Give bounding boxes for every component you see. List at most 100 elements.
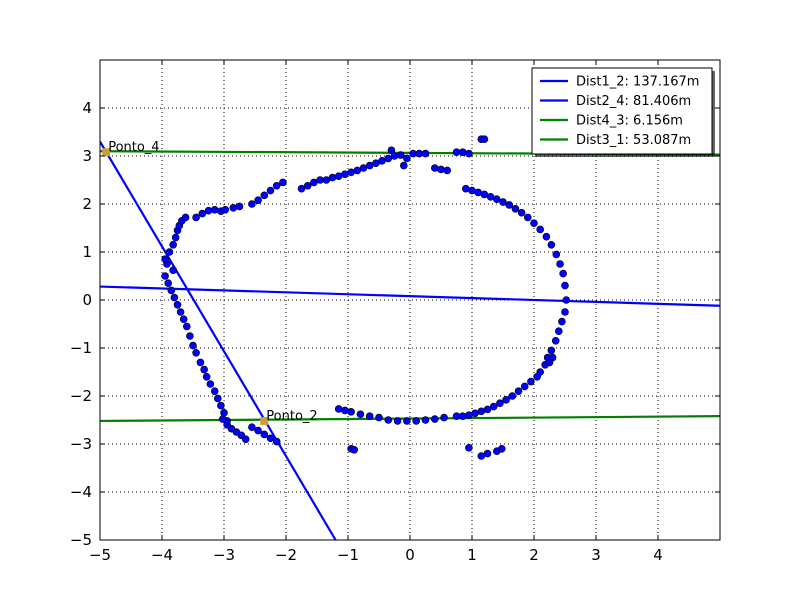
data-point xyxy=(303,181,312,190)
y-tick-label: −3 xyxy=(70,435,92,453)
data-point xyxy=(202,372,211,381)
x-tick-label: 0 xyxy=(405,546,415,564)
data-point xyxy=(260,430,269,439)
data-point xyxy=(561,308,569,316)
data-point xyxy=(483,449,492,458)
data-point xyxy=(198,209,207,218)
data-point xyxy=(562,296,571,304)
y-tick-label: −4 xyxy=(70,483,92,501)
data-point xyxy=(218,415,227,423)
data-point xyxy=(465,411,473,420)
data-point xyxy=(499,198,507,206)
point-marker xyxy=(102,148,111,157)
data-point xyxy=(387,146,396,155)
data-point xyxy=(505,201,514,209)
data-point xyxy=(272,437,281,446)
data-point xyxy=(403,417,411,425)
data-point xyxy=(204,206,213,215)
legend-label: Dist2_4: 81.406m xyxy=(576,94,691,109)
data-point xyxy=(210,205,219,214)
data-point xyxy=(235,202,244,211)
data-point xyxy=(547,241,556,249)
legend-label: Dist4_3: 6.156m xyxy=(576,114,683,129)
data-point xyxy=(192,213,200,222)
data-point xyxy=(514,387,523,396)
data-point xyxy=(196,358,205,367)
data-point xyxy=(192,348,200,357)
x-tick-label: −2 xyxy=(275,546,297,564)
data-point xyxy=(556,260,564,268)
data-point xyxy=(347,408,355,416)
data-point xyxy=(169,266,177,275)
y-tick-label: 4 xyxy=(82,99,92,117)
data-point xyxy=(517,208,526,217)
data-point xyxy=(229,204,238,212)
data-point xyxy=(200,365,208,374)
data-point xyxy=(217,401,225,410)
data-point xyxy=(551,336,560,345)
data-point xyxy=(220,408,228,417)
data-point xyxy=(561,281,569,290)
data-point xyxy=(547,346,556,355)
data-point xyxy=(443,166,452,175)
data-point xyxy=(189,341,197,350)
x-tick-label: −3 xyxy=(213,546,235,564)
data-point xyxy=(496,399,504,408)
data-point xyxy=(403,154,411,163)
data-point xyxy=(452,412,461,420)
data-point xyxy=(520,382,529,391)
x-tick-label: 2 xyxy=(529,546,539,564)
data-point xyxy=(179,315,188,324)
data-point xyxy=(465,149,473,158)
data-point xyxy=(356,410,365,419)
data-point xyxy=(328,173,337,182)
data-point xyxy=(350,445,359,454)
data-point xyxy=(165,248,174,256)
data-point xyxy=(214,394,222,403)
data-point xyxy=(169,241,177,249)
legend-box xyxy=(531,67,713,155)
data-point xyxy=(480,135,489,143)
data-point xyxy=(171,233,180,242)
series-line xyxy=(100,141,337,540)
data-point xyxy=(210,387,219,396)
x-tick-label: 4 xyxy=(653,546,663,564)
y-tick-label: 2 xyxy=(82,195,92,213)
y-tick-label: −1 xyxy=(70,339,92,357)
annotation-label: Ponto_4 xyxy=(108,140,159,155)
annotation-label: Ponto_2 xyxy=(266,409,317,424)
data-point xyxy=(558,317,566,326)
data-point xyxy=(279,178,287,187)
data-point xyxy=(554,327,563,336)
legend-label: Dist3_1: 53.087m xyxy=(576,133,691,148)
data-point xyxy=(552,250,561,259)
data-point xyxy=(440,413,448,422)
data-point xyxy=(254,196,262,204)
series-line xyxy=(100,285,720,307)
data-point xyxy=(545,358,554,367)
data-point xyxy=(248,423,256,432)
data-point xyxy=(421,149,430,158)
data-point xyxy=(334,405,343,413)
axis-ticks: −5 −4 −3 −2 −1 0 1 2 3 4 −5 −4 −3 −2 −1 0 1 2 3 4 xyxy=(70,60,720,564)
x-tick-label: −5 xyxy=(89,546,111,564)
data-point xyxy=(502,396,510,404)
data-point xyxy=(511,205,520,213)
y-tick-label: 3 xyxy=(82,147,92,165)
data-point xyxy=(530,219,538,227)
data-point xyxy=(489,402,498,411)
data-point xyxy=(421,416,430,424)
data-point xyxy=(272,181,281,190)
data-point xyxy=(161,255,169,264)
x-tick-label: 1 xyxy=(467,546,477,564)
x-tick-label: −1 xyxy=(337,546,359,564)
data-point xyxy=(396,151,405,159)
data-point xyxy=(430,164,439,172)
data-point xyxy=(266,186,275,195)
scatter-points xyxy=(161,135,571,460)
data-point xyxy=(365,412,374,420)
series-line xyxy=(100,415,720,423)
data-point xyxy=(266,434,275,443)
data-point xyxy=(533,372,541,381)
